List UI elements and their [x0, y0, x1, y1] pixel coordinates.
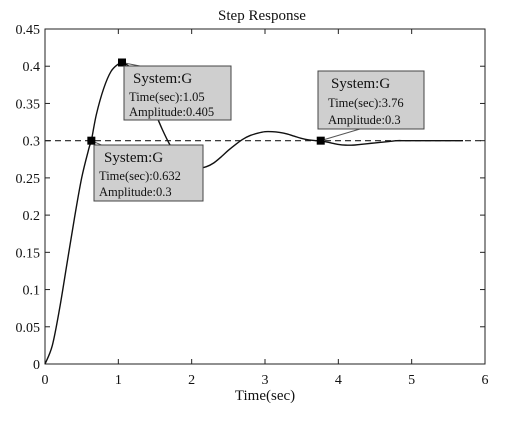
- x-tick-label: 5: [408, 373, 415, 388]
- chart-title: Step Response: [218, 8, 306, 24]
- datatip-settling[interactable]: System:G Time(sec):3.76 Amplitude:0.3: [317, 70, 425, 130]
- x-tick-label: 1: [115, 373, 122, 388]
- x-tick-label: 2: [188, 373, 195, 388]
- y-tick-label: 0.25: [16, 172, 41, 187]
- x-tick-label: 0: [42, 373, 49, 388]
- y-tick-label: 0.45: [16, 23, 41, 38]
- datatip-settling-time: Time(sec):3.76: [328, 96, 404, 110]
- datatip-rise-amplitude: Amplitude:0.3: [99, 185, 172, 199]
- y-tick-label: 0.35: [16, 97, 41, 112]
- datatip-settling-box: [317, 70, 425, 130]
- datatip-settling-title: System:G: [331, 76, 390, 92]
- datatip-peak-title: System:G: [133, 71, 192, 87]
- datatip-settling-amplitude: Amplitude:0.3: [328, 113, 401, 127]
- datatip-marker[interactable]: [316, 136, 325, 145]
- datatip-rise-box: [93, 144, 204, 202]
- step-response-curve: [44, 61, 463, 365]
- x-tick-label: 3: [262, 373, 269, 388]
- y-tick-label: 0: [33, 358, 40, 373]
- y-tick-label: 0.1: [23, 284, 41, 299]
- datatip-peak[interactable]: System:G Time(sec):1.05 Amplitude:0.405: [123, 65, 232, 121]
- x-axis: 0 1 2 3 4 5 6: [42, 29, 489, 388]
- datatip-rise-title: System:G: [104, 150, 163, 166]
- y-tick-label: 0.3: [23, 135, 41, 150]
- datatip-rise[interactable]: System:G Time(sec):0.632 Amplitude:0.3: [93, 144, 204, 202]
- datatip-peak-amplitude: Amplitude:0.405: [129, 105, 214, 119]
- y-axis: 0 0.05 0.1 0.15 0.2 0.25 0.3 0.35 0.4 0.45: [16, 23, 485, 373]
- x-tick-label: 6: [482, 373, 489, 388]
- datatip-rise-time: Time(sec):0.632: [99, 169, 181, 183]
- y-tick-label: 0.2: [23, 209, 41, 224]
- y-tick-label: 0.05: [16, 321, 41, 336]
- datatip-marker[interactable]: [87, 136, 96, 145]
- datatip-markers: [87, 58, 325, 145]
- datatip-connector: [320, 128, 361, 142]
- datatip-peak-box: [123, 65, 232, 121]
- y-tick-label: 0.4: [23, 60, 41, 75]
- y-tick-label: 0.15: [16, 246, 41, 261]
- datatip-marker[interactable]: [118, 58, 126, 67]
- datatip-peak-time: Time(sec):1.05: [129, 90, 205, 104]
- x-tick-label: 4: [335, 373, 342, 388]
- x-axis-label: Time(sec): [235, 388, 295, 404]
